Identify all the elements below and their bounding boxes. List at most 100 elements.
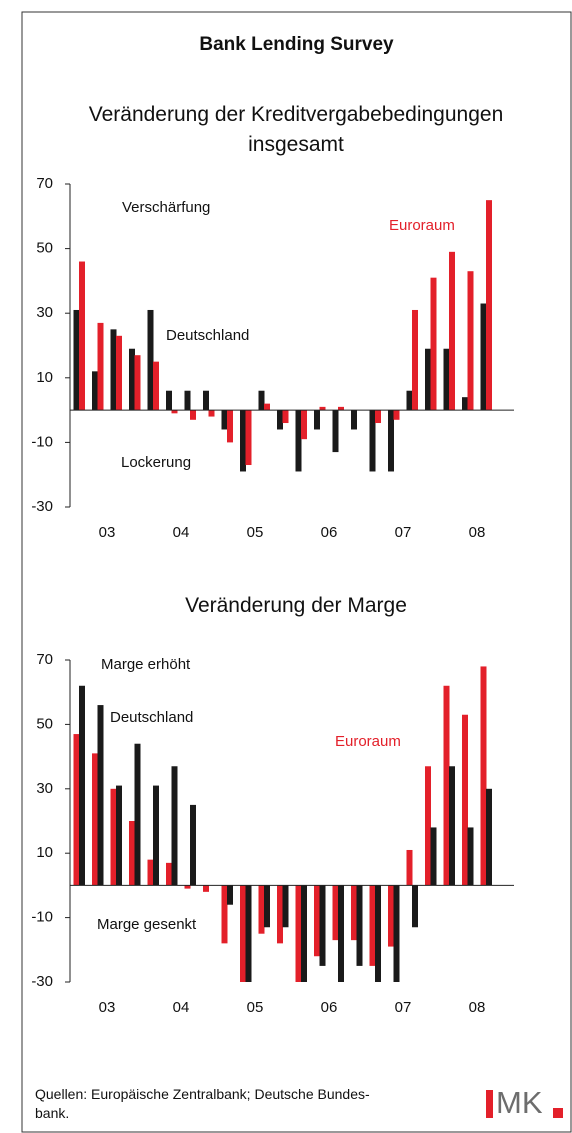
bar [166,862,172,886]
bar [190,410,196,420]
bar [110,788,117,886]
bar [277,410,283,430]
bar [79,261,85,411]
bar [227,410,233,443]
bar [388,410,394,472]
y-tick-label: 50 [36,240,53,257]
bar [153,361,159,411]
bar [356,885,363,966]
annotation: Verschärfung [122,199,210,216]
annotation: Marge erhöht [101,656,191,673]
bar [332,885,339,941]
series-label: Euroraum [389,217,455,234]
bar [449,251,455,411]
y-tick-label: 70 [36,175,53,192]
bar [245,410,252,466]
bar [412,885,418,928]
bar [240,885,246,982]
bar [129,348,135,411]
bar [443,348,450,411]
bar [245,885,252,982]
bar [332,410,339,453]
bar [314,885,320,957]
bar [92,753,98,886]
bar [393,885,400,982]
bar [116,335,122,411]
y-tick-label: 30 [36,780,53,797]
bar [171,410,178,414]
y-tick-label: -10 [31,909,53,926]
y-tick-label: -30 [31,973,53,990]
bar [406,390,413,411]
bar [449,766,455,886]
x-tick-label: 04 [173,524,190,541]
bar [221,885,228,944]
y-tick-label: -30 [31,498,53,515]
bar [369,885,376,966]
bar [134,743,141,886]
bar [134,355,141,411]
series-label: Deutschland [110,709,193,726]
bar [79,685,85,886]
bar [110,329,117,411]
annotation: Marge gesenkt [97,916,197,933]
bar [184,390,191,411]
bar [203,390,209,411]
x-tick-label: 08 [469,524,486,541]
bar [425,348,431,411]
bar [166,390,172,411]
bar [443,685,450,886]
x-tick-label: 06 [321,524,338,541]
x-tick-label: 08 [469,999,486,1016]
bar [486,200,492,411]
bar [338,885,344,982]
bar [338,406,344,411]
bar [425,766,431,886]
bar [375,885,381,982]
bar [301,885,307,982]
bar [258,885,265,934]
bar [282,410,289,424]
bar [203,885,209,892]
bar [369,410,376,472]
logo-text: MK [496,1085,543,1120]
x-tick-label: 03 [99,999,116,1016]
logo-square [553,1108,563,1118]
chart-title: Veränderung der Kreditvergabebedingungen… [88,103,504,156]
x-tick-label: 05 [247,999,264,1016]
bar [147,309,154,411]
y-tick-label: 70 [36,651,53,668]
y-tick-label: -10 [31,433,53,450]
x-tick-label: 04 [173,999,190,1016]
bar [97,705,104,886]
bar [227,885,233,905]
chart-title: Veränderung der Marge [185,594,407,617]
y-tick-label: 10 [36,369,53,386]
bar [430,827,437,886]
bar [129,821,135,886]
bar [184,885,191,889]
bar [264,403,270,411]
bar [467,827,474,886]
bar [462,714,468,886]
bar [412,309,418,411]
bar [258,390,265,411]
bar [92,371,98,411]
x-tick-label: 07 [395,524,412,541]
bar [375,410,381,424]
bar [319,406,326,411]
bar [467,271,474,411]
x-tick-label: 03 [99,524,116,541]
bar [221,410,228,430]
main-title: Bank Lending Survey [199,34,394,55]
bar [171,766,178,886]
bar [97,322,104,411]
x-tick-label: 05 [247,524,264,541]
bar [406,849,413,886]
bar [282,885,289,928]
series-label: Euroraum [335,733,401,750]
y-tick-label: 10 [36,844,53,861]
series-label: Deutschland [166,327,249,344]
